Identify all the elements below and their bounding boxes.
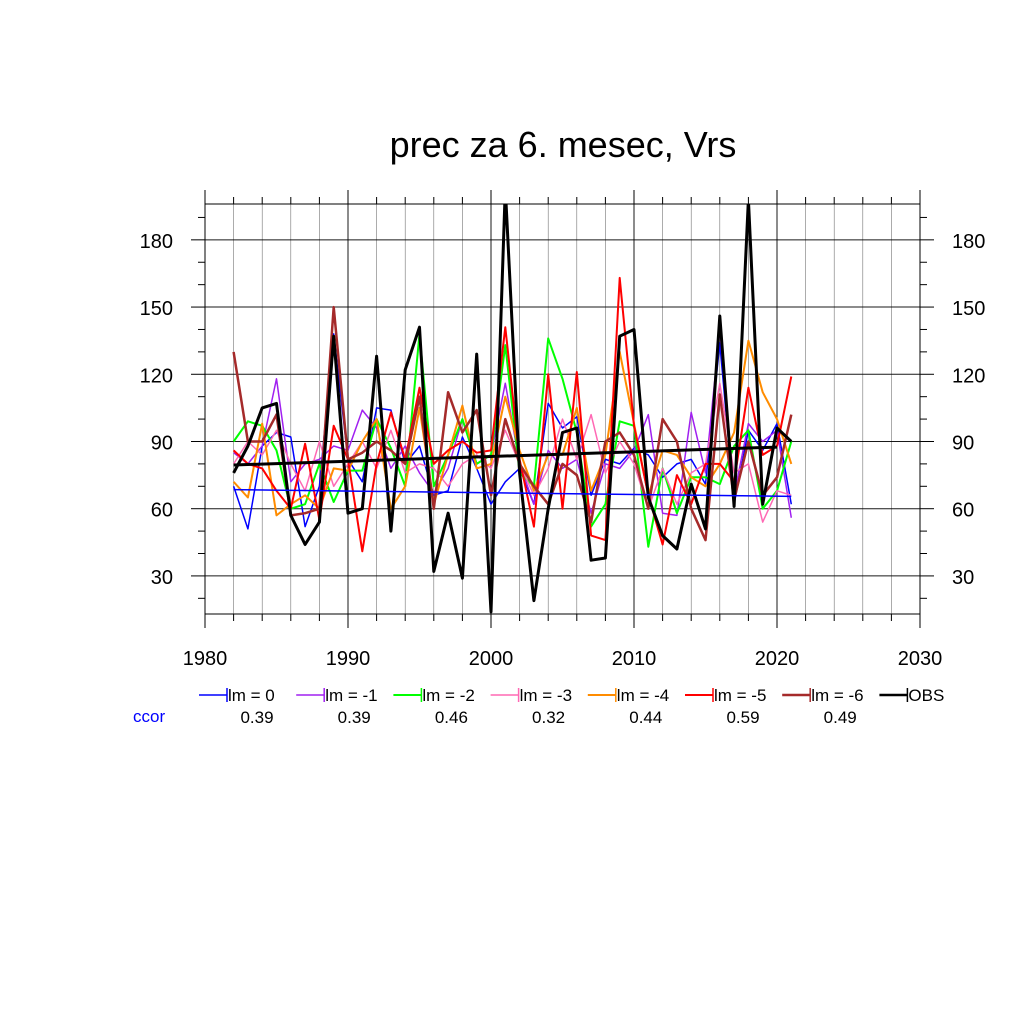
trend-line — [233, 445, 778, 467]
x-tick-label: 1990 — [326, 648, 371, 670]
y-tick-label: 150 — [952, 298, 985, 320]
legend-label-0: lm = 0 — [228, 686, 275, 705]
legend-label-3: lm = -3 — [520, 686, 572, 705]
y-tick-label: 90 — [952, 432, 974, 454]
lm0_trend-line — [233, 488, 792, 498]
x-tick-label: 2020 — [755, 648, 800, 670]
trend-lines — [233, 445, 792, 498]
y-tick-label: 60 — [151, 500, 173, 522]
legend-label-1: lm = -1 — [325, 686, 377, 705]
x-tick-label: 2010 — [612, 648, 657, 670]
legend: lm = 0 lm = -1 lm = -2 lm = -3 lm = -4 lm = -… — [199, 686, 944, 705]
ccor-label: ccor — [133, 707, 165, 726]
ccor-value-2: 0.46 — [435, 708, 468, 727]
series-line-3 — [232, 382, 792, 523]
series-line-5 — [232, 276, 793, 553]
y-tick-label: 60 — [952, 500, 974, 522]
ccor-value-4: 0.44 — [629, 708, 662, 727]
x-tick-label: 1980 — [183, 648, 228, 670]
x-tick-label: 2030 — [898, 648, 943, 670]
ccor-value-0: 0.39 — [240, 708, 273, 727]
y-tick-label: 30 — [952, 567, 974, 589]
series-line-2 — [232, 332, 793, 548]
y-tick-label: 180 — [952, 231, 985, 253]
legend-label-6: lm = -6 — [811, 686, 863, 705]
legend-label-7: OBS — [908, 686, 944, 705]
ccor-value-6: 0.49 — [824, 708, 857, 727]
ccor-value-1: 0.39 — [338, 708, 371, 727]
y-tick-label: 150 — [140, 298, 173, 320]
ccor-value-3: 0.32 — [532, 708, 565, 727]
legend-label-5: lm = -5 — [714, 686, 766, 705]
series-lines — [232, 204, 793, 614]
y-tick-label: 90 — [151, 432, 173, 454]
ccor-values: 0.39 0.39 0.46 0.32 0.44 0.59 0.49 — [240, 708, 856, 727]
axis-tick-labels: 1980 1990 2000 2010 2020 2030 30 30 60 60 90 90 120 1… — [140, 231, 986, 670]
chart-title: prec za 6. mesec, Vrs — [390, 124, 737, 165]
plot-frame — [204, 203, 921, 615]
y-tick-label: 30 — [151, 567, 173, 589]
legend-label-2: lm = -2 — [422, 686, 474, 705]
legend-label-4: lm = -4 — [617, 686, 669, 705]
y-tick-label: 120 — [140, 365, 173, 387]
x-tick-label: 2000 — [469, 648, 514, 670]
y-tick-label: 180 — [140, 231, 173, 253]
y-tick-label: 120 — [952, 365, 985, 387]
ccor-value-5: 0.59 — [726, 708, 759, 727]
series-line-6 — [232, 305, 793, 542]
grid — [204, 204, 921, 614]
series-line-7 — [232, 204, 793, 614]
axis-ticks — [191, 190, 934, 628]
